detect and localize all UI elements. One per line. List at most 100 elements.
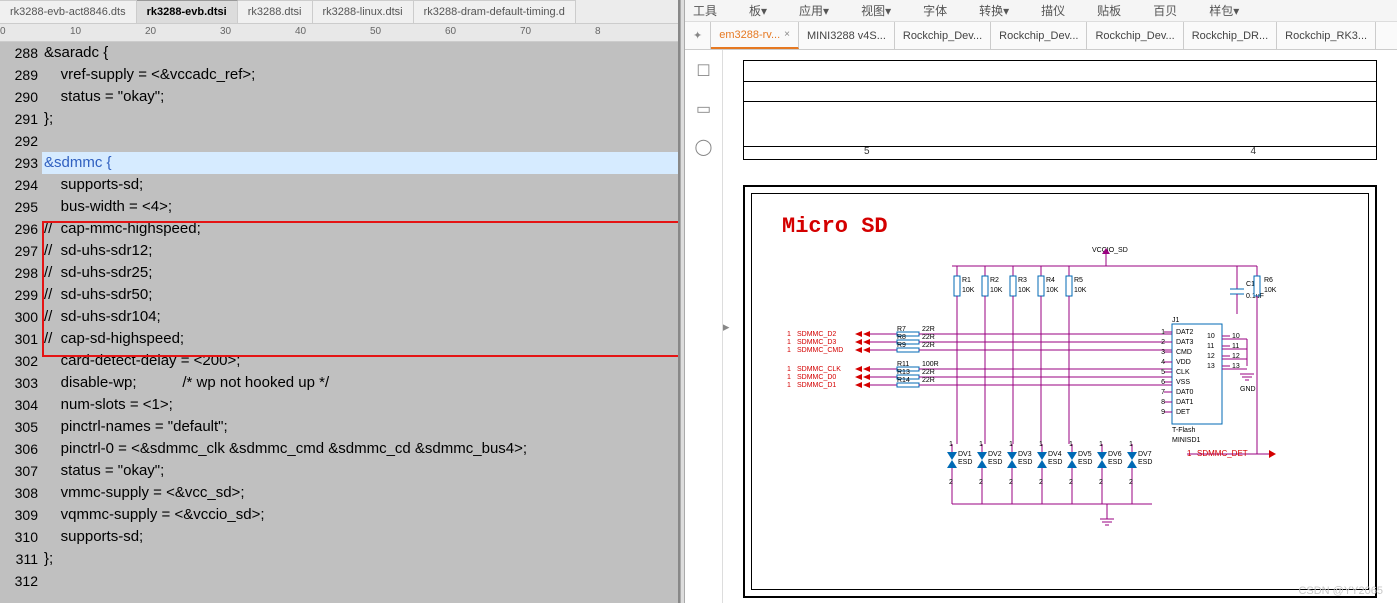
collapse-handle-icon[interactable]: ▶ (723, 320, 729, 333)
code-line[interactable]: status = "okay"; (42, 460, 678, 482)
pdf-tab-label: Rockchip_Dev... (999, 30, 1078, 42)
code-line[interactable] (42, 570, 678, 592)
code-line[interactable]: // sd-uhs-sdr12; (42, 240, 678, 262)
toolbar-item[interactable]: 描仪 (1041, 2, 1065, 19)
pdf-panel: 工具 板▾ 应用▾ 视图▾ 字体 转换▾ 描仪 贴板 百贝 样包▾ ✦ em3288-rv...×… (685, 0, 1397, 603)
code-line[interactable]: // sd-uhs-sdr50; (42, 284, 678, 306)
schematic-svg: VCCIO_SD R110KR210KR310KR410KR510K C1 0.… (752, 194, 1392, 594)
line-number: 297 (0, 240, 38, 262)
pdf-tab[interactable]: Rockchip_Dev... (991, 22, 1087, 49)
code-line[interactable]: }; (42, 108, 678, 130)
editor-tab[interactable]: rk3288-dram-default-timing.d (414, 0, 576, 23)
svg-text:1: 1 (787, 374, 791, 381)
svg-text:22R: 22R (922, 369, 935, 376)
watermark: CSDN @YY2065 (1298, 585, 1383, 597)
code-line[interactable]: // sd-uhs-sdr25; (42, 262, 678, 284)
editor-tab[interactable]: rk3288-linux.dtsi (313, 0, 414, 23)
line-number: 296 (0, 218, 38, 240)
code-line[interactable]: vqmmc-supply = <&vccio_sd>; (42, 504, 678, 526)
pdf-tab-label: Rockchip_RK3... (1285, 30, 1367, 42)
svg-text:3: 3 (1161, 349, 1165, 356)
code-line[interactable]: // cap-mmc-highspeed; (42, 218, 678, 240)
toolbar-item[interactable]: 转换▾ (979, 2, 1009, 19)
pdf-tab-label: Rockchip_Dev... (903, 30, 982, 42)
pdf-tabs: ✦ em3288-rv...×MINI3288 v4S... Rockchip_D… (685, 22, 1397, 50)
svg-text:12: 12 (1207, 353, 1215, 360)
code-line[interactable]: &saradc { (42, 42, 678, 64)
pdf-tab[interactable]: Rockchip_Dev... (895, 22, 991, 49)
toolbar-item[interactable]: 视图▾ (861, 2, 891, 19)
svg-text:ESD: ESD (1048, 459, 1062, 466)
code-line[interactable]: &sdmmc { (42, 152, 678, 174)
pdf-tab[interactable]: Rockchip_DR... (1184, 22, 1277, 49)
ruler-mark: 10 (70, 26, 81, 37)
code-line[interactable]: supports-sd; (42, 174, 678, 196)
toolbar-item[interactable]: 应用▾ (799, 2, 829, 19)
pdf-tab[interactable]: MINI3288 v4S... (799, 22, 895, 49)
code-line[interactable]: supports-sd; (42, 526, 678, 548)
code-line[interactable]: // cap-sd-highspeed; (42, 328, 678, 350)
code-line[interactable]: pinctrl-names = "default"; (42, 416, 678, 438)
pdf-tab[interactable]: Rockchip_RK3... (1277, 22, 1376, 49)
code-line[interactable]: // sd-uhs-sdr104; (42, 306, 678, 328)
toolbar-item[interactable]: 板▾ (749, 2, 767, 19)
editor-tab-active[interactable]: rk3288-evb.dtsi (137, 0, 238, 23)
svg-text:SDMMC_D2: SDMMC_D2 (797, 331, 836, 338)
code-area[interactable]: &saradc { vref-supply = <&vccadc_ref>; s… (42, 42, 678, 603)
svg-text:DV1: DV1 (958, 451, 972, 458)
ruler-mark: 8 (595, 26, 601, 37)
svg-text:9: 9 (1161, 409, 1165, 416)
code-line[interactable] (42, 130, 678, 152)
code-line[interactable]: bus-width = <4>; (42, 196, 678, 218)
code-line[interactable]: card-detect-delay = <200>; (42, 350, 678, 372)
toolbar-item[interactable]: 百贝 (1153, 2, 1177, 19)
svg-text:10K: 10K (990, 287, 1003, 294)
line-number: 293 (0, 152, 38, 174)
code-line[interactable]: }; (42, 548, 678, 570)
svg-text:ESD: ESD (958, 459, 972, 466)
page-icon[interactable]: ▭ (695, 100, 713, 118)
code-line[interactable]: disable-wp; /* wp not hooked up */ (42, 372, 678, 394)
editor-tab[interactable]: rk3288.dtsi (238, 0, 313, 23)
svg-text:1: 1 (979, 441, 983, 448)
svg-text:10K: 10K (1018, 287, 1031, 294)
pdf-tab[interactable]: em3288-rv...× (711, 22, 799, 49)
editor-tab[interactable]: rk3288-evb-act8846.dts (0, 0, 137, 23)
svg-text:MINISD1: MINISD1 (1172, 437, 1201, 444)
pdf-tab-home[interactable]: ✦ (685, 22, 711, 49)
code-line[interactable]: vref-supply = <&vccadc_ref>; (42, 64, 678, 86)
line-number: 290 (0, 86, 38, 108)
pdf-content[interactable]: ▶ 5 4 Micro SD VCCIO_SD (723, 50, 1397, 603)
toolbar-item[interactable]: 样包▾ (1209, 2, 1239, 19)
page-number: 4 (1250, 146, 1256, 157)
ruler-mark: 70 (520, 26, 531, 37)
code-line[interactable]: status = "okay"; (42, 86, 678, 108)
ruler-mark: 60 (445, 26, 456, 37)
line-number: 312 (0, 570, 38, 592)
toolbar-item[interactable]: 字体 (923, 2, 947, 19)
pdf-tab-label: Rockchip_DR... (1192, 30, 1268, 42)
svg-text:DV2: DV2 (988, 451, 1002, 458)
line-number: 302 (0, 350, 38, 372)
ruler-mark: 0 (0, 26, 6, 37)
svg-text:1: 1 (787, 382, 791, 389)
svg-text:R4: R4 (1046, 277, 1055, 284)
svg-text:SDMMC_CLK: SDMMC_CLK (797, 366, 841, 373)
pdf-body: ☐ ▭ ◯ ▶ 5 4 Micro SD VCCIO_SD (685, 50, 1397, 603)
code-line[interactable]: pinctrl-0 = <&sdmmc_clk &sdmmc_cmd &sdmm… (42, 438, 678, 460)
code-line[interactable]: vmmc-supply = <&vcc_sd>; (42, 482, 678, 504)
ruler-mark: 30 (220, 26, 231, 37)
bookmark-icon[interactable]: ☐ (695, 62, 713, 80)
toolbar-item[interactable]: 工具 (693, 2, 717, 19)
toolbar-item[interactable]: 贴板 (1097, 2, 1121, 19)
power-label: VCCIO_SD (1092, 247, 1128, 254)
svg-text:2: 2 (949, 479, 953, 486)
svg-text:2: 2 (1099, 479, 1103, 486)
gutter: 2882892902912922932942952962972982993003… (0, 42, 42, 603)
svg-text:2: 2 (1129, 479, 1133, 486)
comment-icon[interactable]: ◯ (695, 138, 713, 156)
schematic-page-top: 5 4 (743, 60, 1377, 160)
close-icon[interactable]: × (784, 29, 790, 40)
code-line[interactable]: num-slots = <1>; (42, 394, 678, 416)
pdf-tab[interactable]: Rockchip_Dev... (1087, 22, 1183, 49)
